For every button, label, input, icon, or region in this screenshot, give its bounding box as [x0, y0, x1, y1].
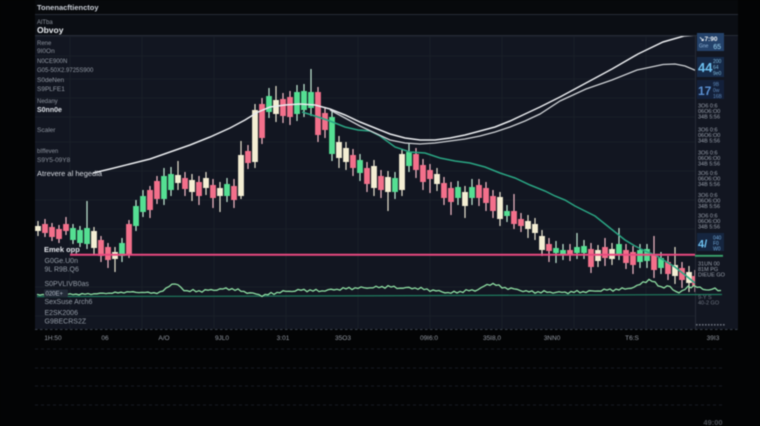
svg-text:34B 5:56: 34B 5:56: [698, 204, 720, 210]
svg-text:9B: 9B: [713, 82, 720, 88]
svg-text:200: 200: [713, 59, 722, 65]
svg-text:3O6 0:6: 3O6 0:6: [698, 128, 718, 134]
svg-text:Tonenacftienctoy: Tonenacftienctoy: [37, 3, 99, 12]
svg-text:S0PVLIVB0as: S0PVLIVB0as: [45, 281, 90, 288]
svg-text:020E+: 020E+: [46, 292, 64, 298]
svg-text:W0: W0: [713, 247, 721, 253]
svg-text:3O6 0:6: 3O6 0:6: [698, 214, 718, 220]
svg-text:65: 65: [713, 44, 721, 51]
svg-text:3NN0: 3NN0: [544, 335, 561, 342]
svg-text:3O6 0:6: 3O6 0:6: [698, 193, 718, 199]
svg-text:06O6:O0: 06O6:O0: [698, 109, 720, 115]
svg-text:SexSuse Arch6: SexSuse Arch6: [45, 299, 93, 306]
svg-text:Atrevere al hegedia: Atrevere al hegedia: [37, 169, 103, 178]
svg-text:16B: 16B: [713, 94, 723, 100]
svg-text:G9BECRS2Z: G9BECRS2Z: [45, 319, 87, 326]
svg-text:S9PLFE1: S9PLFE1: [37, 86, 65, 93]
svg-text:44: 44: [698, 60, 713, 75]
svg-text:06O6:O0: 06O6:O0: [698, 199, 720, 205]
svg-text:Emek opp: Emek opp: [44, 245, 80, 254]
svg-text:0w: 0w: [713, 88, 720, 94]
svg-text:9-Y S: 9-Y S: [698, 295, 712, 301]
svg-text:06O6:O0: 06O6:O0: [698, 133, 720, 139]
svg-text:3:01: 3:01: [277, 335, 290, 342]
svg-text:Scaler: Scaler: [37, 127, 56, 134]
svg-text:4/: 4/: [698, 239, 707, 251]
svg-text:35O3: 35O3: [335, 335, 351, 342]
svg-text:S0deNen: S0deNen: [37, 77, 64, 84]
svg-text:64: 64: [713, 65, 719, 71]
svg-text:N0CE900N: N0CE900N: [37, 59, 67, 65]
svg-text:06O6:O0: 06O6:O0: [698, 219, 720, 225]
svg-text:06: 06: [101, 335, 109, 342]
svg-text:39I3: 39I3: [707, 335, 720, 342]
svg-text:G05-50X2.9725S900: G05-50X2.9725S900: [37, 68, 94, 74]
svg-text:F0: F0: [713, 241, 719, 247]
svg-text:3O6 0:6: 3O6 0:6: [698, 104, 718, 110]
svg-text:Rene: Rene: [37, 41, 52, 47]
svg-text:A/O: A/O: [158, 335, 169, 342]
svg-text:T6:S: T6:S: [625, 335, 639, 342]
svg-text:AlTba: AlTba: [37, 20, 53, 26]
svg-text:49:00: 49:00: [703, 418, 722, 426]
svg-text:bIffeven: bIffeven: [37, 149, 58, 155]
svg-text:3O6 0:6: 3O6 0:6: [698, 151, 718, 157]
svg-text:06O6:O0: 06O6:O0: [698, 156, 720, 162]
svg-text:Gne: Gne: [699, 44, 709, 50]
svg-text:81M PG: 81M PG: [698, 267, 718, 273]
svg-text:Nedany: Nedany: [37, 99, 58, 105]
svg-text:S0nn0e: S0nn0e: [37, 107, 62, 114]
svg-text:1H:50: 1H:50: [44, 335, 62, 342]
svg-text:34B 5:56: 34B 5:56: [698, 161, 720, 167]
svg-text:34B 5:56: 34B 5:56: [698, 138, 720, 144]
svg-text:9L R9B.Q6: 9L R9B.Q6: [45, 267, 79, 274]
svg-text:17: 17: [698, 84, 712, 98]
svg-text:34B 5:56: 34B 5:56: [698, 224, 720, 230]
svg-text:G0Ge.U0n: G0Ge.U0n: [45, 258, 79, 265]
svg-text:↘7:90: ↘7:90: [699, 36, 718, 43]
svg-text:9e0: 9e0: [713, 71, 722, 77]
svg-text:06O6:O0: 06O6:O0: [698, 177, 720, 183]
svg-text:40-2 GO: 40-2 GO: [698, 301, 720, 307]
svg-text:E2SK2006: E2SK2006: [45, 310, 79, 317]
svg-text:040: 040: [713, 236, 722, 242]
svg-text:35I8,0: 35I8,0: [483, 335, 501, 342]
svg-text:S9Y5-09Y8: S9Y5-09Y8: [37, 157, 71, 164]
svg-text:09I6:0: 09I6:0: [420, 335, 438, 342]
svg-text:DIEUE GO: DIEUE GO: [698, 272, 726, 278]
svg-text:Obvoy: Obvoy: [37, 25, 64, 35]
svg-text:9JL0: 9JL0: [215, 335, 229, 342]
svg-text:3O6 0:6: 3O6 0:6: [698, 171, 718, 177]
svg-text:34B 5:56: 34B 5:56: [698, 114, 720, 120]
svg-text:31UN 00: 31UN 00: [698, 262, 720, 268]
svg-text:34B 5:56: 34B 5:56: [698, 182, 720, 188]
svg-text:9I0On: 9I0On: [37, 48, 55, 55]
